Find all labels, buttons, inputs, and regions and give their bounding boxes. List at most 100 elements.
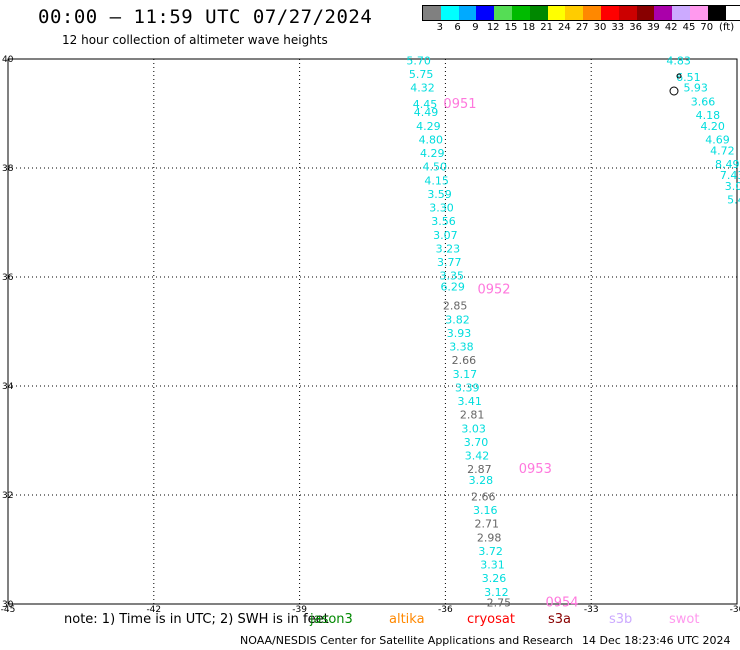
y-tick-label: 32: [2, 491, 13, 501]
track-markers: [669, 73, 682, 96]
swh-label: 3.82: [445, 313, 470, 326]
swh-label: 2.87: [467, 463, 492, 476]
timestamp: 14 Dec 18:23:46 UTC 2024: [582, 634, 731, 647]
map-frame: [7, 58, 738, 605]
swh-label: 4.80: [419, 133, 444, 146]
x-tick-label: -45: [1, 605, 16, 615]
legend-swatch: [600, 6, 619, 20]
legend-swatch: [440, 6, 459, 20]
satellite-label: s3b: [609, 612, 633, 627]
swh-label: 3.30: [429, 202, 454, 215]
swh-label: 4.50: [422, 161, 447, 174]
pass-label: 0951: [443, 97, 476, 112]
legend-tick-label: 3: [436, 22, 443, 33]
swh-label: 4.32: [410, 82, 435, 95]
swh-label: 2.71: [474, 518, 499, 531]
x-tick-label: -42: [146, 605, 161, 615]
y-tick-label: 40: [2, 55, 14, 65]
swh-label: 4.83: [666, 54, 691, 67]
swh-label: 3.42: [465, 450, 490, 463]
swh-label: 3.38: [449, 341, 474, 354]
swh-label: 5.41: [727, 193, 740, 206]
legend-swatch: [689, 6, 708, 20]
legend-swatches: [422, 5, 740, 21]
swh-label: 4.45: [413, 98, 438, 111]
swh-label: 4.72: [710, 144, 735, 157]
legend-swatch: [636, 6, 655, 20]
swh-label: 2.98: [477, 531, 502, 544]
swh-label: 4.15: [424, 174, 449, 187]
legend-swatch: [458, 6, 477, 20]
y-tick-label: 30: [2, 600, 14, 610]
pass-labels: 0951 0952 0953 0954: [443, 97, 578, 611]
altimeter-tracks: 5.705.754.324.454.494.294.804.294.504.15…: [406, 54, 740, 609]
credit-line: NOAA/NESDIS Center for Satellite Applica…: [240, 634, 574, 647]
swh-label: 5.93: [683, 82, 708, 95]
legend-swatch: [565, 6, 584, 20]
satellite-label: swot: [669, 612, 700, 627]
swh-label: 7.43: [720, 169, 740, 182]
swh-label: 3.26: [482, 572, 507, 585]
swh-label: 3.07: [433, 229, 458, 242]
x-tick-label: -39: [292, 605, 307, 615]
swh-label: 5.75: [409, 68, 434, 81]
swh-label: 3.17: [453, 368, 478, 381]
legend-swatch: [583, 6, 601, 20]
satellite-label: altika: [389, 612, 425, 627]
legend-swatch: [423, 6, 441, 20]
legend-tick-label: 36: [629, 22, 642, 33]
legend-tick-label: 9: [472, 22, 479, 33]
legend-swatch: [476, 6, 495, 20]
legend-swatch: [529, 6, 548, 20]
legend-swatch: [494, 6, 512, 20]
swh-label: 3.77: [437, 256, 462, 269]
swh-label: 2.75: [487, 597, 512, 610]
legend-unit: (ft): [719, 22, 735, 33]
legend-tick-label: 27: [575, 22, 589, 33]
swh-label: 3.31: [480, 559, 505, 572]
page-title: 00:00 – 11:59 UTC 07/27/2024: [38, 6, 373, 28]
swh-label: 3.66: [691, 95, 716, 108]
satellite-label: jason3: [310, 612, 353, 627]
swh-label: 4.49: [414, 106, 439, 119]
legend-tick-label: 6: [454, 22, 461, 33]
satellite-label: s3a: [548, 612, 572, 627]
swh-label: 2.81: [460, 409, 485, 422]
swh-label: 3.28: [469, 474, 494, 487]
swh-label: 4.18: [696, 109, 721, 122]
swh-label: 8.49: [715, 158, 740, 171]
swh-label: 3.08: [725, 180, 740, 193]
swh-label: 6.51: [676, 71, 701, 84]
swh-label: 4.29: [420, 147, 445, 160]
legend-tick-label: 18: [522, 22, 536, 33]
swh-label: 3.23: [436, 242, 461, 255]
y-tick-label: 36: [2, 273, 14, 283]
swh-label: 3.39: [455, 381, 480, 394]
swh-label: 2.85: [443, 300, 468, 313]
satellite-label: cryosat: [467, 612, 515, 627]
swh-label: 3.72: [478, 545, 503, 558]
y-tick-label: 34: [2, 382, 14, 392]
legend-tick-label: 70: [700, 22, 714, 33]
legend-swatch: [547, 6, 566, 20]
legend-swatch: [618, 6, 637, 20]
x-tick-label: -36: [438, 605, 453, 615]
legend-tick-label: 33: [611, 22, 625, 33]
swh-label: 4.69: [705, 133, 730, 146]
swh-label: 4.20: [700, 120, 725, 133]
y-tick-label: 38: [2, 164, 14, 174]
track-marker: [669, 86, 679, 96]
legend-tick-label: 30: [593, 22, 607, 33]
swh-label: 3.16: [473, 504, 498, 517]
pass-label: 0954: [545, 596, 578, 611]
legend-tick-label: 39: [647, 22, 660, 33]
swh-label: 3.03: [461, 422, 486, 435]
x-tick-label: -30: [730, 605, 740, 615]
legend-swatch: [672, 6, 690, 20]
legend-swatch: [654, 6, 673, 20]
legend-tick-label: 42: [664, 22, 678, 33]
swh-label: 6.29: [440, 281, 465, 294]
swh-label: 3.70: [464, 436, 489, 449]
color-legend: 3 6 9 12 15 18 21 24 27 30 33 36 39 42 45 70 (ft): [422, 5, 740, 35]
